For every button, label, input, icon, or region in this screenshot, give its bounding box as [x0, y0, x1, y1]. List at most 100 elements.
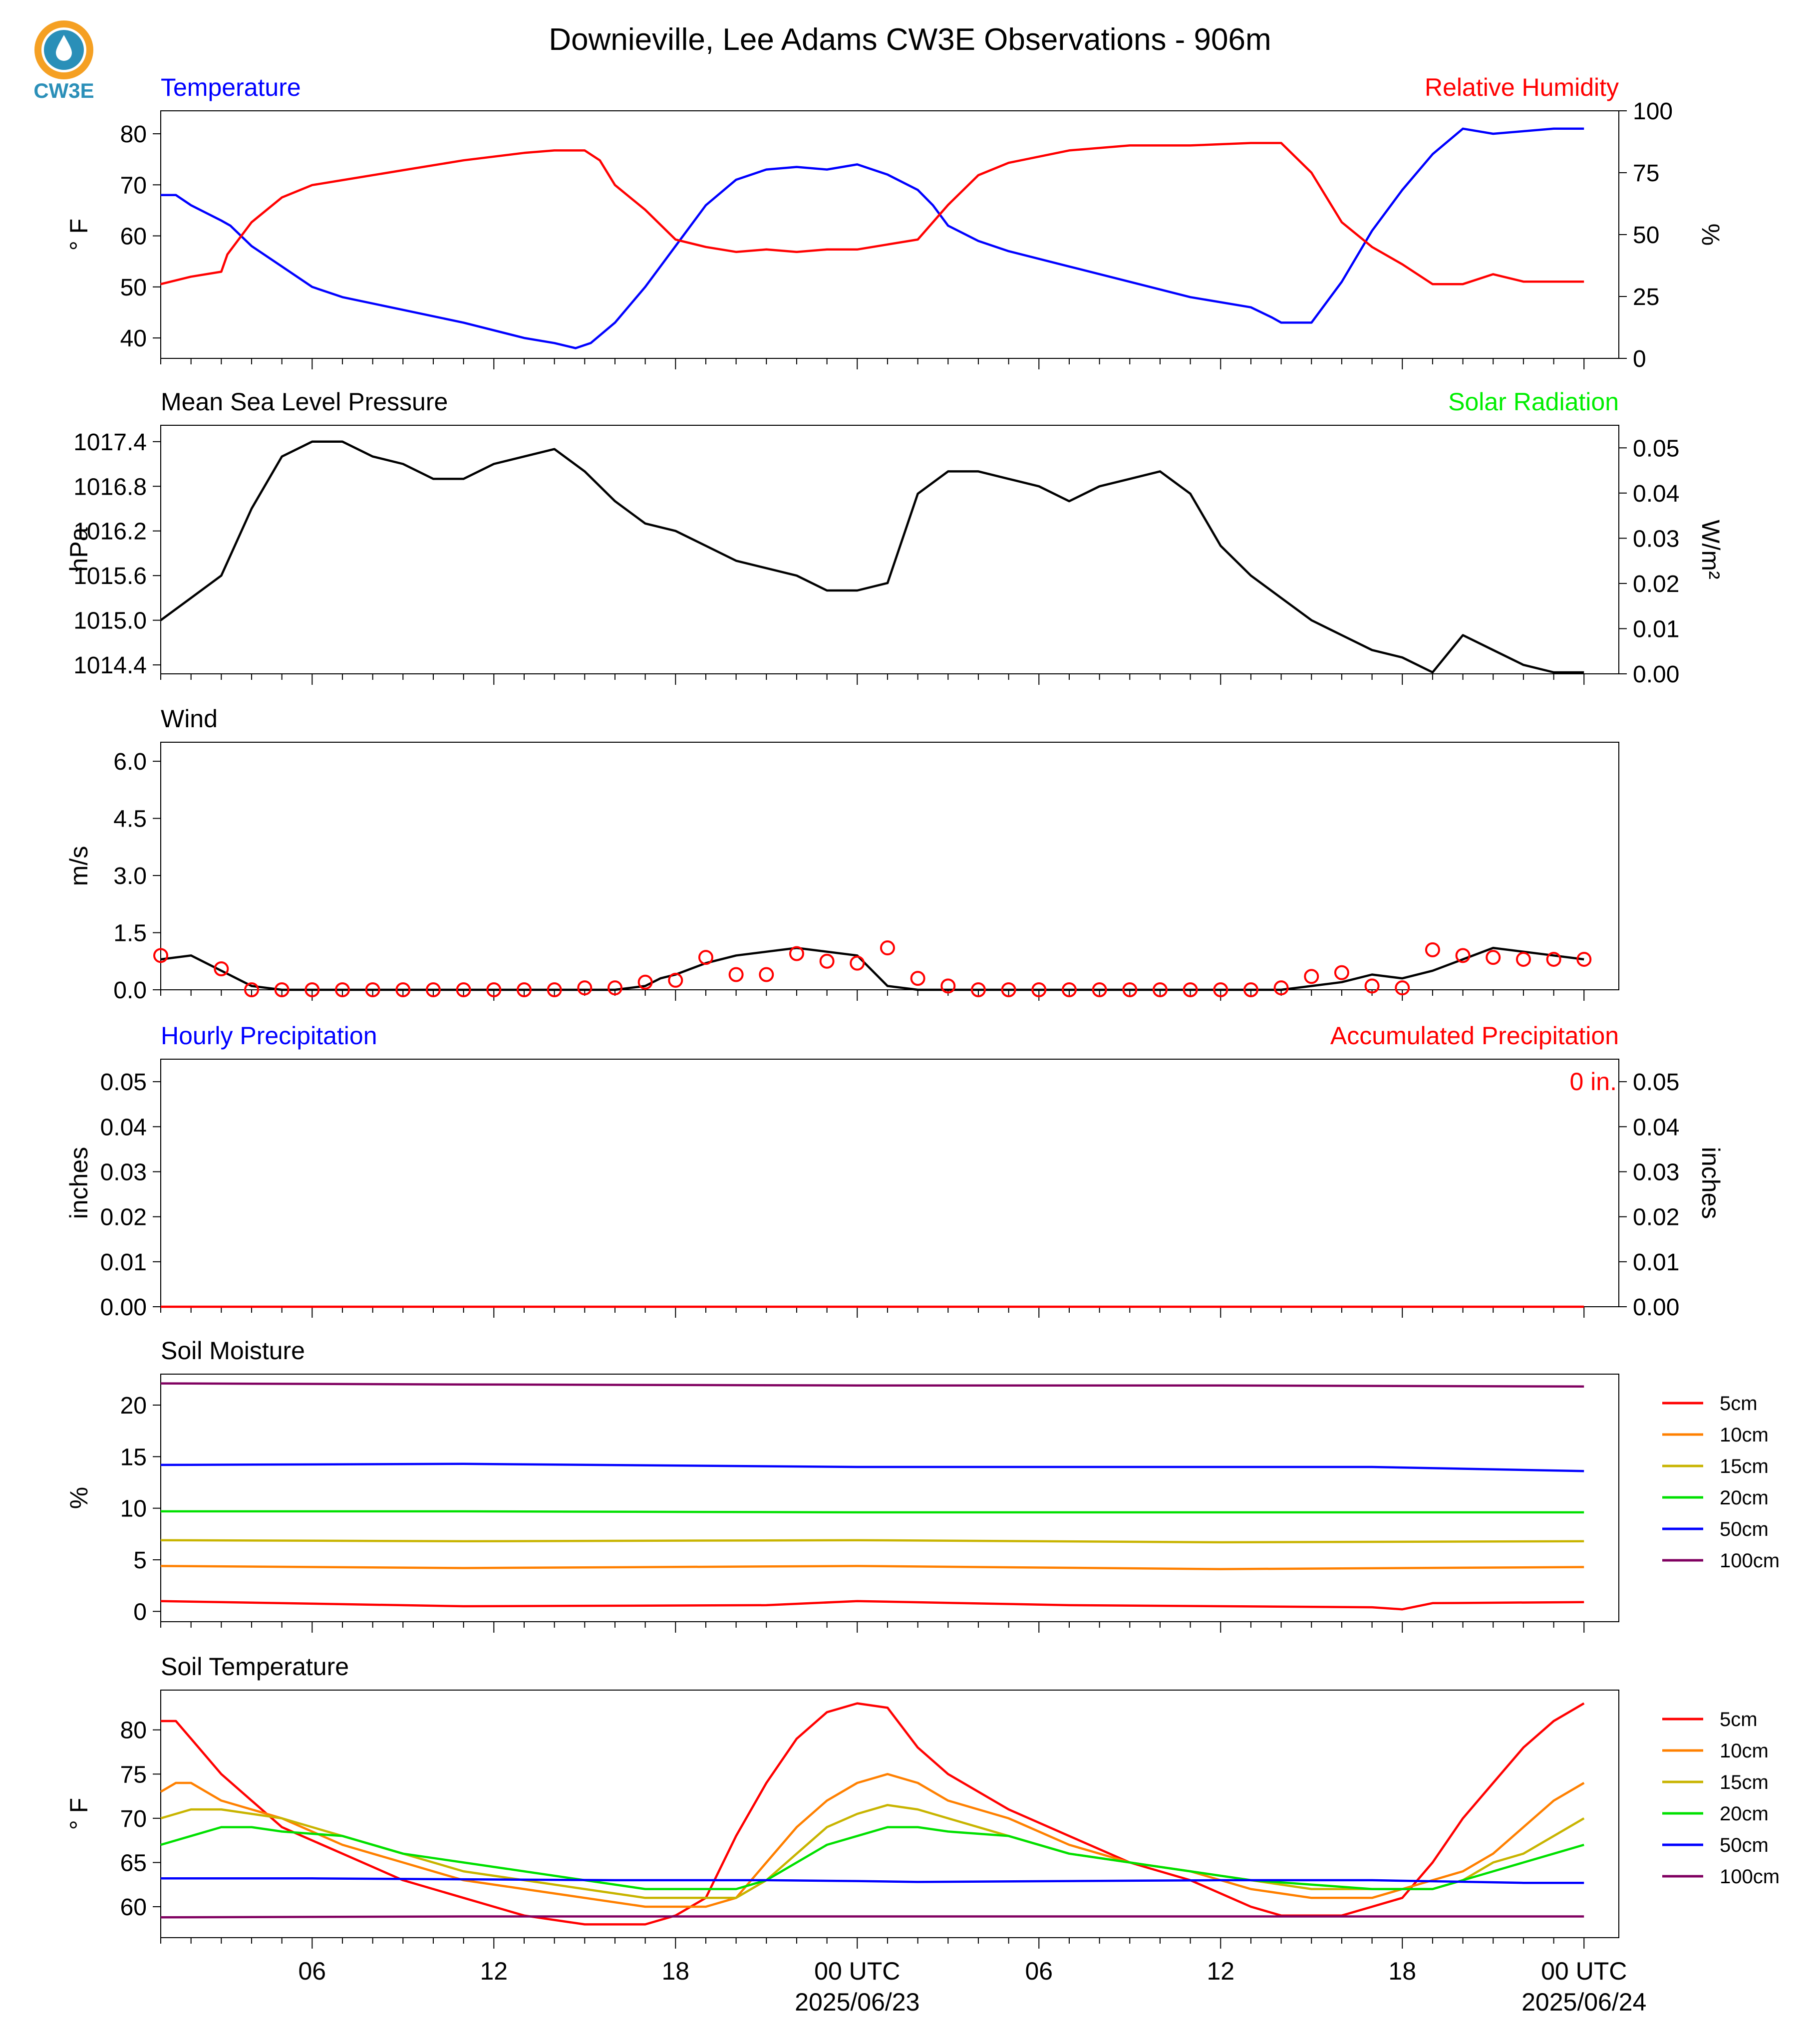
- wind-direction-marker: [304, 982, 320, 997]
- y-tick-label: 6.0: [113, 749, 147, 775]
- y-tick-label: 60: [120, 1894, 147, 1921]
- y2-tick-label: 0.05: [1633, 435, 1679, 462]
- axes-frame: [160, 1374, 1619, 1622]
- panel-title-left: Soil Temperature: [161, 1653, 349, 1681]
- y-tick-label: 50: [120, 275, 147, 301]
- y-tick-label: 4.5: [113, 806, 147, 833]
- y2-tick-label: 75: [1633, 160, 1659, 187]
- y2-tick-label: 0.02: [1633, 1204, 1679, 1231]
- y-tick-label: 0: [133, 1599, 147, 1625]
- wind-direction-marker: [1031, 982, 1047, 997]
- y2-tick-label: 0.05: [1633, 1069, 1679, 1096]
- wind-direction-marker: [1243, 982, 1258, 997]
- y2-tick-label: 0.03: [1633, 1159, 1679, 1185]
- x-tick-label: 12: [1207, 1957, 1234, 1985]
- legend-label: 20cm: [1720, 1487, 1769, 1509]
- y-tick-label: 10: [120, 1496, 147, 1522]
- y-tick-label: 1016.8: [73, 474, 147, 500]
- legend-label: 50cm: [1720, 1834, 1769, 1856]
- y-axis-label: inches: [65, 1147, 93, 1219]
- accumulated-precip-annotation: 0 in.: [1569, 1068, 1617, 1096]
- series-line-15cm: [160, 1804, 1585, 1899]
- wind-direction-marker: [1304, 969, 1319, 984]
- series-line-10cm: [160, 1773, 1585, 1908]
- y-tick-label: 0.02: [100, 1204, 147, 1231]
- series-line-left: [161, 127, 1584, 349]
- panel-soil_moisture: Soil Moisture 0 5 10 15 20% 5cm 10cm 15cm 20cm 50c…: [65, 1337, 1780, 1633]
- legend-label: 10cm: [1720, 1424, 1769, 1446]
- y-tick-label: 0.0: [113, 977, 147, 1004]
- x-tick-label: 00 UTC: [1541, 1957, 1627, 1985]
- wind-direction-marker: [395, 982, 411, 997]
- wind-direction-marker: [214, 961, 229, 977]
- wind-direction-marker: [1486, 950, 1501, 965]
- y2-tick-label: 0.01: [1633, 616, 1679, 642]
- cw3e-logo: CW3E: [33, 20, 94, 102]
- series-line-50cm: [160, 1462, 1584, 1472]
- wind-direction-marker: [365, 982, 380, 997]
- y-tick-label: 20: [120, 1393, 147, 1419]
- wind-direction-marker: [1092, 982, 1107, 997]
- axes-frame: [160, 425, 1619, 674]
- water-drop-icon: [56, 35, 72, 61]
- wind-direction-marker: [1455, 948, 1471, 963]
- y2-tick-label: 50: [1633, 222, 1659, 249]
- wind-direction-marker: [970, 982, 986, 997]
- x-tick-label: 18: [1388, 1957, 1416, 1985]
- series-line-15cm: [160, 1539, 1584, 1544]
- wind-direction-marker: [1576, 951, 1592, 967]
- panel-title-right: Relative Humidity: [1425, 73, 1619, 101]
- panel-wind: Wind 0.0 1.5 3.0 4.5 6.0 m/s: [65, 705, 1619, 1004]
- y-tick-label: 70: [120, 172, 147, 199]
- legend-label: 15cm: [1720, 1455, 1769, 1477]
- wind-direction-marker: [456, 982, 471, 997]
- y2-tick-label: 0: [1633, 346, 1646, 372]
- y2-tick-label: 0.00: [1633, 661, 1679, 688]
- series-line-5cm: [161, 1702, 1585, 1926]
- y-tick-label: 0.03: [100, 1159, 147, 1185]
- y2-axis-label: %: [1697, 224, 1725, 246]
- y-tick-label: 60: [120, 224, 147, 250]
- wind-direction-marker: [274, 982, 290, 997]
- panel-title-left: Hourly Precipitation: [161, 1022, 377, 1050]
- series-line-speed: [160, 946, 1584, 991]
- wind-direction-marker: [1061, 982, 1077, 997]
- wind-direction-marker: [153, 948, 168, 963]
- wind-direction-marker: [940, 978, 956, 994]
- y2-tick-label: 0.00: [1633, 1294, 1679, 1321]
- wind-direction-marker: [1546, 951, 1561, 967]
- panel-title-left: Soil Moisture: [161, 1337, 305, 1365]
- wind-direction-marker: [759, 967, 774, 982]
- y-tick-label: 75: [120, 1761, 147, 1788]
- figure-title: Downieville, Lee Adams CW3E Observations…: [549, 22, 1271, 57]
- wind-direction-marker: [1213, 982, 1228, 997]
- wind-direction-marker: [1395, 980, 1410, 996]
- panel-precipitation: Hourly Precipitation Accumulated Precipit…: [65, 1022, 1725, 1321]
- wind-direction-marker: [1183, 982, 1198, 997]
- y-tick-label: 80: [120, 1718, 147, 1744]
- wind-direction-marker: [334, 982, 350, 997]
- y2-tick-label: 100: [1633, 98, 1673, 125]
- y-tick-label: 3.0: [113, 863, 147, 889]
- wind-direction-marker: [637, 974, 653, 990]
- y-tick-label: 1015.0: [73, 608, 147, 634]
- legend-label: 10cm: [1720, 1740, 1769, 1762]
- y-tick-label: 40: [120, 325, 147, 352]
- x-tick-label: 06: [299, 1957, 326, 1985]
- y-tick-label: 0.05: [100, 1069, 147, 1096]
- wind-direction-marker: [1364, 978, 1380, 994]
- panel-pressure: Mean Sea Level Pressure Solar Radiation 10…: [65, 388, 1725, 688]
- x-tick-label: 00 UTC: [814, 1957, 900, 1985]
- y-tick-label: 1014.4: [73, 652, 147, 679]
- y2-axis-label: W/m²: [1697, 520, 1725, 579]
- series-line-50cm: [161, 1877, 1584, 1884]
- panel-title-right: Accumulated Precipitation: [1330, 1022, 1619, 1050]
- y-tick-label: 5: [133, 1547, 147, 1574]
- wind-direction-marker: [486, 982, 502, 997]
- y2-tick-label: 0.02: [1633, 571, 1679, 597]
- wind-direction-marker: [819, 953, 835, 969]
- legend-label: 20cm: [1720, 1803, 1769, 1825]
- legend-label: 100cm: [1720, 1866, 1780, 1888]
- y-axis-label: %: [65, 1487, 93, 1509]
- wind-direction-marker: [789, 946, 804, 961]
